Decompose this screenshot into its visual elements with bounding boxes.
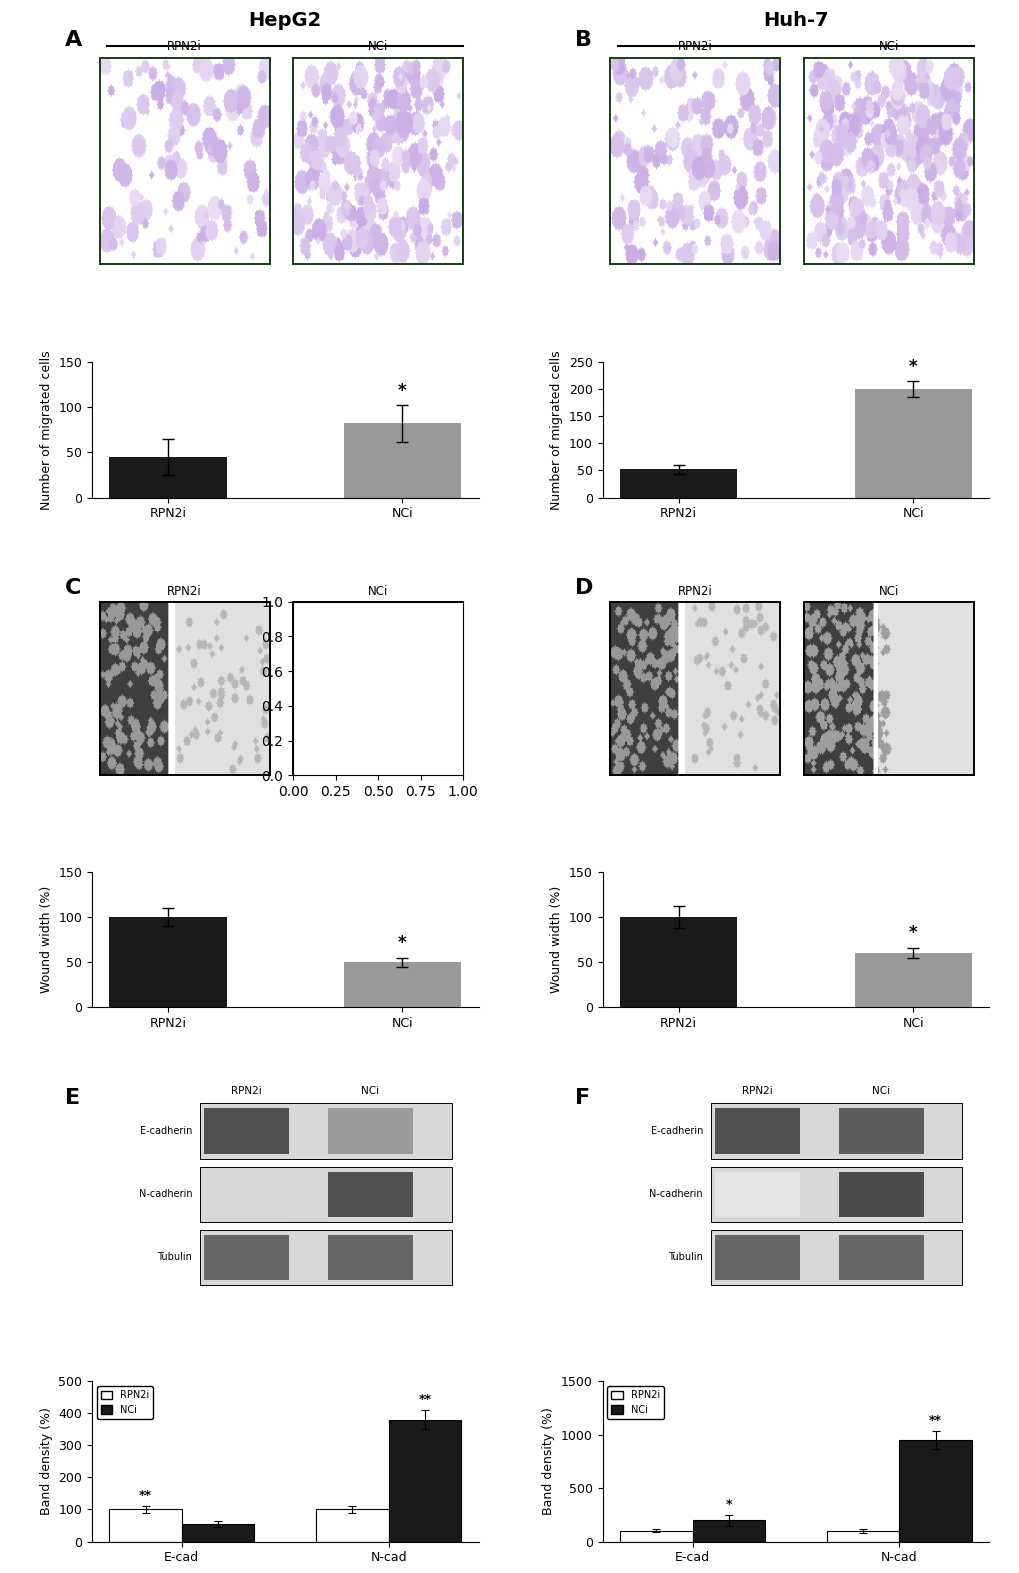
Bar: [620, 1531, 692, 1542]
Text: **: **: [928, 1414, 942, 1427]
FancyBboxPatch shape: [714, 1109, 799, 1155]
Text: E-cadherin: E-cadherin: [140, 1126, 193, 1136]
Bar: [109, 1510, 181, 1542]
FancyBboxPatch shape: [200, 1104, 451, 1159]
Text: NCi: NCi: [877, 41, 898, 53]
Text: RPN2i: RPN2i: [167, 585, 202, 598]
FancyBboxPatch shape: [838, 1172, 923, 1218]
Text: *: *: [725, 1497, 732, 1510]
FancyBboxPatch shape: [327, 1172, 413, 1218]
FancyBboxPatch shape: [710, 1167, 961, 1222]
Bar: [109, 456, 226, 497]
Text: HepG2: HepG2: [249, 11, 322, 30]
Text: NCi: NCi: [871, 1085, 890, 1096]
Bar: [109, 917, 226, 1007]
FancyBboxPatch shape: [714, 1172, 799, 1218]
Bar: [343, 423, 461, 497]
Text: *: *: [397, 382, 407, 400]
Bar: [620, 469, 737, 497]
FancyBboxPatch shape: [327, 1235, 413, 1280]
Text: N-cadherin: N-cadherin: [139, 1189, 193, 1199]
FancyBboxPatch shape: [327, 1109, 413, 1155]
Text: N-cadherin: N-cadherin: [649, 1189, 702, 1199]
Y-axis label: Band density (%): Band density (%): [40, 1408, 52, 1515]
Text: Tubulin: Tubulin: [157, 1252, 193, 1263]
FancyBboxPatch shape: [710, 1230, 961, 1285]
Bar: [388, 1420, 461, 1542]
Bar: [854, 953, 971, 1007]
FancyBboxPatch shape: [710, 1104, 961, 1159]
Legend: RPN2i, NCi: RPN2i, NCi: [97, 1386, 153, 1419]
Y-axis label: Number of migrated cells: Number of migrated cells: [550, 349, 562, 510]
Text: NCi: NCi: [361, 1085, 379, 1096]
Text: **: **: [418, 1394, 431, 1406]
FancyBboxPatch shape: [204, 1235, 288, 1280]
Text: Huh-7: Huh-7: [762, 11, 827, 30]
Text: B: B: [575, 30, 592, 50]
FancyBboxPatch shape: [838, 1109, 923, 1155]
Text: NCi: NCi: [877, 585, 898, 598]
FancyBboxPatch shape: [200, 1230, 451, 1285]
Bar: [899, 1439, 971, 1542]
Text: RPN2i: RPN2i: [741, 1085, 771, 1096]
Bar: [620, 917, 737, 1007]
Text: RPN2i: RPN2i: [678, 41, 712, 53]
Bar: [343, 963, 461, 1007]
Y-axis label: Band density (%): Band density (%): [542, 1408, 554, 1515]
Text: *: *: [397, 934, 407, 952]
Bar: [181, 1524, 254, 1542]
Text: C: C: [64, 577, 82, 598]
Text: *: *: [908, 357, 917, 376]
Text: *: *: [908, 923, 917, 942]
Bar: [692, 1520, 764, 1542]
Text: **: **: [139, 1490, 152, 1502]
Text: F: F: [575, 1087, 590, 1107]
Text: RPN2i: RPN2i: [231, 1085, 262, 1096]
FancyBboxPatch shape: [200, 1167, 451, 1222]
FancyBboxPatch shape: [204, 1172, 288, 1218]
Text: NCi: NCi: [368, 41, 388, 53]
FancyBboxPatch shape: [838, 1235, 923, 1280]
Text: A: A: [64, 30, 82, 50]
Text: RPN2i: RPN2i: [167, 41, 202, 53]
Bar: [316, 1510, 388, 1542]
Legend: RPN2i, NCi: RPN2i, NCi: [606, 1386, 663, 1419]
Text: RPN2i: RPN2i: [678, 585, 712, 598]
Text: E: E: [64, 1087, 79, 1107]
Bar: [826, 1531, 899, 1542]
Text: NCi: NCi: [368, 585, 388, 598]
Y-axis label: Wound width (%): Wound width (%): [550, 886, 562, 993]
Text: D: D: [575, 577, 593, 598]
Y-axis label: Wound width (%): Wound width (%): [40, 886, 53, 993]
FancyBboxPatch shape: [204, 1109, 288, 1155]
Text: E-cadherin: E-cadherin: [650, 1126, 702, 1136]
FancyBboxPatch shape: [714, 1235, 799, 1280]
Y-axis label: Number of migrated cells: Number of migrated cells: [40, 349, 53, 510]
Text: Tubulin: Tubulin: [667, 1252, 702, 1263]
Bar: [854, 389, 971, 497]
